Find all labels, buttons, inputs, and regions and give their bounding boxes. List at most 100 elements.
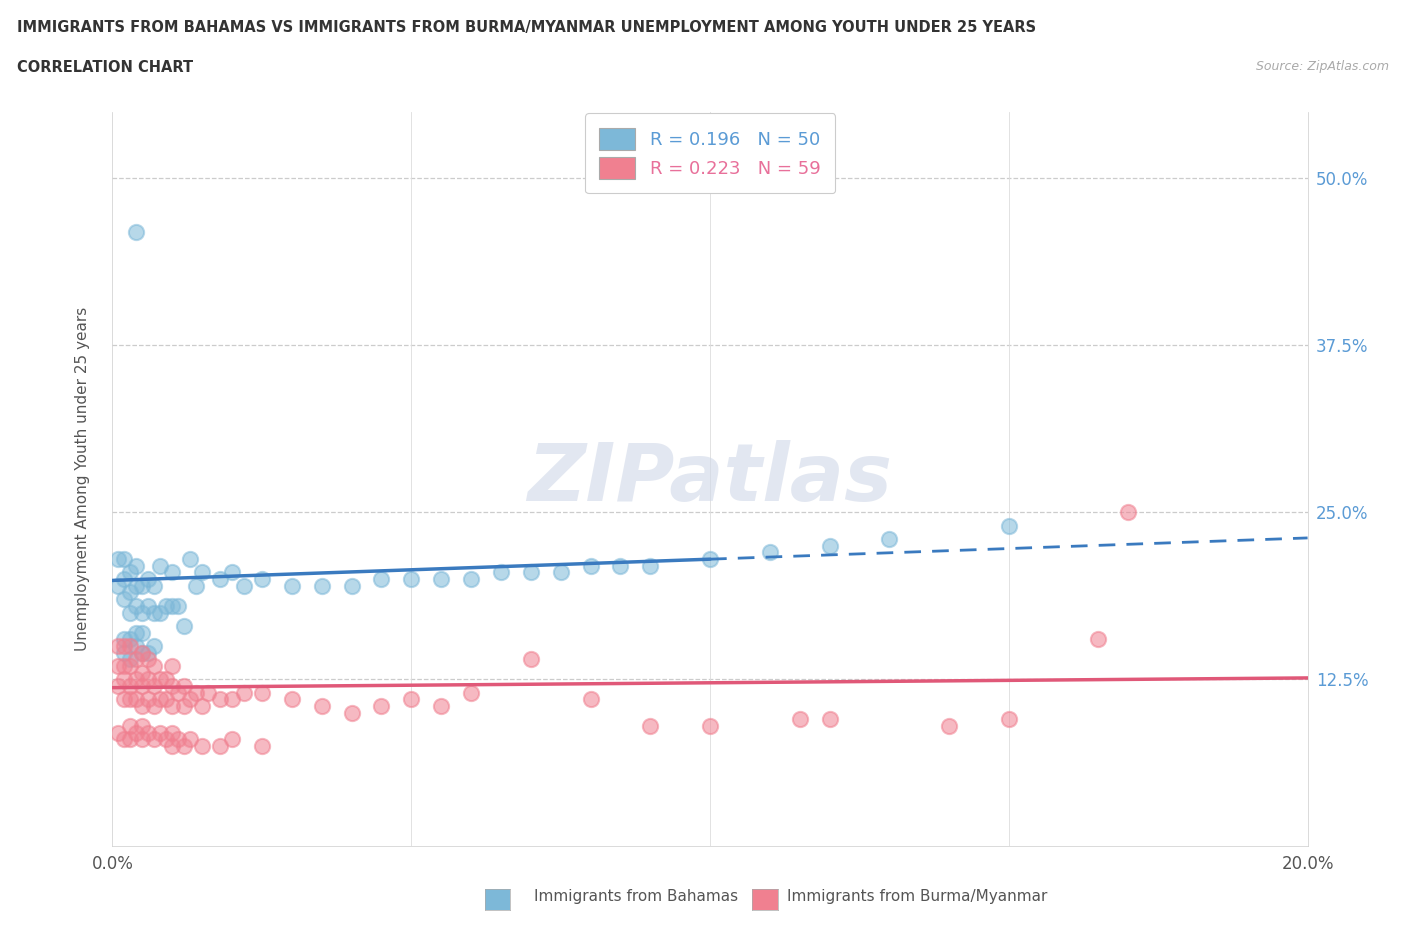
Point [125,598,148,613]
Point [125,639,148,654]
Point [233,578,256,593]
Point [114,572,135,587]
Point [281,692,304,707]
Point [221,732,243,747]
Point [143,578,166,593]
Point [143,732,166,747]
Point [125,692,148,707]
Text: Immigrants from Bahamas: Immigrants from Bahamas [534,889,738,904]
Point [162,565,183,580]
Point [131,679,153,694]
Point [107,639,129,654]
Point [311,578,333,593]
Point [250,738,273,753]
Point [233,685,256,700]
Point [250,685,273,700]
Point [138,645,160,660]
Point [430,698,453,713]
Point [370,698,392,713]
Point [107,679,129,694]
Point [120,565,142,580]
Point [120,639,142,654]
Point [162,658,183,673]
Point [131,698,153,713]
Point [179,692,201,707]
Point [107,658,129,673]
Point [114,591,135,606]
Point [998,712,1021,727]
Point [107,578,129,593]
Point [138,572,160,587]
Point [818,538,841,553]
Point [131,645,153,660]
Point [460,572,482,587]
Point [789,712,811,727]
Point [149,692,172,707]
Point [370,572,392,587]
Point [120,692,142,707]
Point [143,679,166,694]
Point [938,719,960,734]
Point [114,645,135,660]
Point [191,565,214,580]
Point [173,698,195,713]
Point [640,558,662,573]
Point [120,679,142,694]
Point [1118,505,1140,520]
Point [340,705,363,720]
Point [114,639,135,654]
Point [143,698,166,713]
Point [120,732,142,747]
Point [114,551,135,566]
Point [120,658,142,673]
Point [138,725,160,740]
Point [162,698,183,713]
Point [460,685,482,700]
Point [197,685,219,700]
Text: Source: ZipAtlas.com: Source: ZipAtlas.com [1256,60,1389,73]
Point [191,698,214,713]
Point [489,565,512,580]
Point [162,738,183,753]
Point [1087,631,1109,646]
Point [162,598,183,613]
Point [186,578,208,593]
Text: CORRELATION CHART: CORRELATION CHART [17,60,193,75]
Point [209,692,232,707]
Point [155,692,177,707]
Point [699,719,721,734]
Point [167,598,190,613]
Point [114,692,135,707]
Point [138,652,160,667]
Point [186,685,208,700]
Point [818,712,841,727]
Point [167,685,190,700]
Point [550,565,572,580]
Point [131,578,153,593]
Point [221,565,243,580]
Point [149,725,172,740]
Point [114,671,135,686]
Point [125,578,148,593]
Point [640,719,662,734]
Point [191,738,214,753]
Point [114,732,135,747]
Point [107,551,129,566]
Point [173,618,195,633]
Point [579,692,602,707]
Point [221,692,243,707]
Point [120,652,142,667]
Point [520,565,543,580]
Point [149,605,172,620]
Point [401,572,423,587]
Point [149,558,172,573]
Point [167,732,190,747]
Point [401,692,423,707]
Point [131,605,153,620]
Point [120,719,142,734]
Point [155,732,177,747]
Point [759,545,782,560]
Point [209,572,232,587]
Point [143,605,166,620]
Point [430,572,453,587]
